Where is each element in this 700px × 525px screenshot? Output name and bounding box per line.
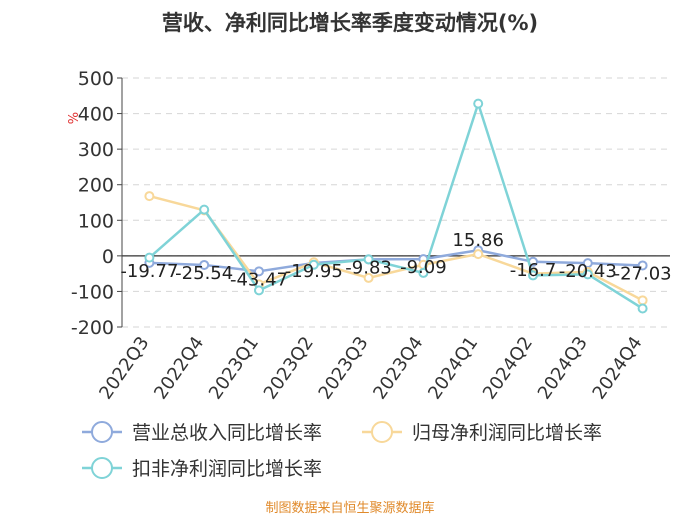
legend-item-3[interactable]: 扣非净利润同比增长率 — [82, 457, 322, 480]
x-tick-label: 2023Q3 — [315, 333, 373, 404]
y-tick-label: 400 — [78, 104, 114, 126]
series-line-3 — [148, 102, 644, 310]
data-label: -9.83 — [345, 257, 392, 278]
x-tick-label: 2024Q3 — [534, 333, 592, 404]
y-tick-label: 100 — [78, 210, 114, 232]
data-label: -27.03 — [614, 263, 672, 284]
series-line-2 — [149, 194, 644, 302]
series-point-3 — [199, 204, 210, 215]
data-label: -19.95 — [285, 261, 343, 282]
footer-source: 制图数据来自恒生聚源数据库 — [265, 500, 434, 516]
legend-item-2[interactable]: 归母净利润同比增长率 — [362, 421, 602, 444]
data-label: -16.7 — [510, 260, 557, 281]
series-point-3 — [528, 270, 538, 281]
chart-title: 营收、净利同比增长率季度变动情况(%) — [162, 11, 538, 35]
legend-marker — [371, 421, 393, 443]
series-point-1 — [199, 259, 210, 270]
series-point-2 — [637, 295, 648, 306]
legend-label: 归母净利润同比增长率 — [412, 422, 602, 444]
y-axis-ticks: 500 400 300 200 100 0 -100 -200 — [71, 68, 123, 339]
data-label: 15.86 — [452, 230, 504, 251]
series-point-3 — [637, 303, 648, 314]
legend-label: 扣非净利润同比增长率 — [132, 458, 322, 480]
x-tick-label: 2024Q1 — [424, 333, 482, 404]
series-point-3 — [144, 252, 155, 263]
y-tick-label: -100 — [71, 281, 114, 303]
series-point-3 — [308, 259, 319, 270]
x-tick-label: 2022Q3 — [95, 333, 153, 404]
data-label: -25.54 — [175, 263, 233, 284]
x-tick-label: 2024Q4 — [589, 333, 647, 404]
legend-marker — [91, 421, 113, 443]
series-point-2 — [144, 191, 155, 202]
x-tick-label: 2023Q2 — [260, 333, 318, 404]
series-point-1 — [254, 266, 264, 277]
x-tick-label: 2024Q2 — [479, 333, 537, 404]
y-tick-label: 200 — [78, 175, 114, 197]
series-point-3 — [418, 267, 429, 278]
series-point-2 — [473, 249, 484, 260]
grid — [122, 77, 670, 328]
y-axis-unit-label: % — [67, 112, 82, 124]
data-label: -20.43 — [559, 261, 617, 282]
series-line-1 — [149, 248, 643, 273]
x-tick-label: 2022Q4 — [150, 333, 208, 404]
y-tick-label: 500 — [78, 68, 114, 90]
y-tick-label: 300 — [78, 139, 114, 161]
x-tick-label: 2023Q4 — [369, 333, 427, 404]
legend-item-1[interactable]: 营业总收入同比增长率 — [82, 421, 322, 444]
y-tick-label: 0 — [102, 246, 114, 268]
x-axis-ticks: 2022Q32022Q42023Q12023Q22023Q32023Q42024… — [95, 333, 646, 404]
series-group — [144, 98, 648, 314]
legend-marker — [91, 457, 113, 479]
series-point-2 — [363, 272, 374, 283]
series-point-3 — [254, 285, 264, 296]
data-label: -9.09 — [400, 257, 447, 278]
series-point-3 — [363, 254, 374, 265]
x-tick-label: 2023Q1 — [205, 333, 263, 404]
y-tick-label: -200 — [71, 317, 114, 339]
series-point-3 — [473, 98, 484, 109]
data-label: -43.47 — [230, 269, 288, 290]
legend-label: 营业总收入同比增长率 — [132, 422, 322, 444]
data-label: -19.77 — [120, 261, 178, 282]
series-point-3 — [582, 269, 593, 280]
series-point-1 — [637, 260, 648, 271]
data-labels: -19.77-25.54-43.47-19.95 -9.83 -9.0915.86-… — [120, 230, 671, 290]
